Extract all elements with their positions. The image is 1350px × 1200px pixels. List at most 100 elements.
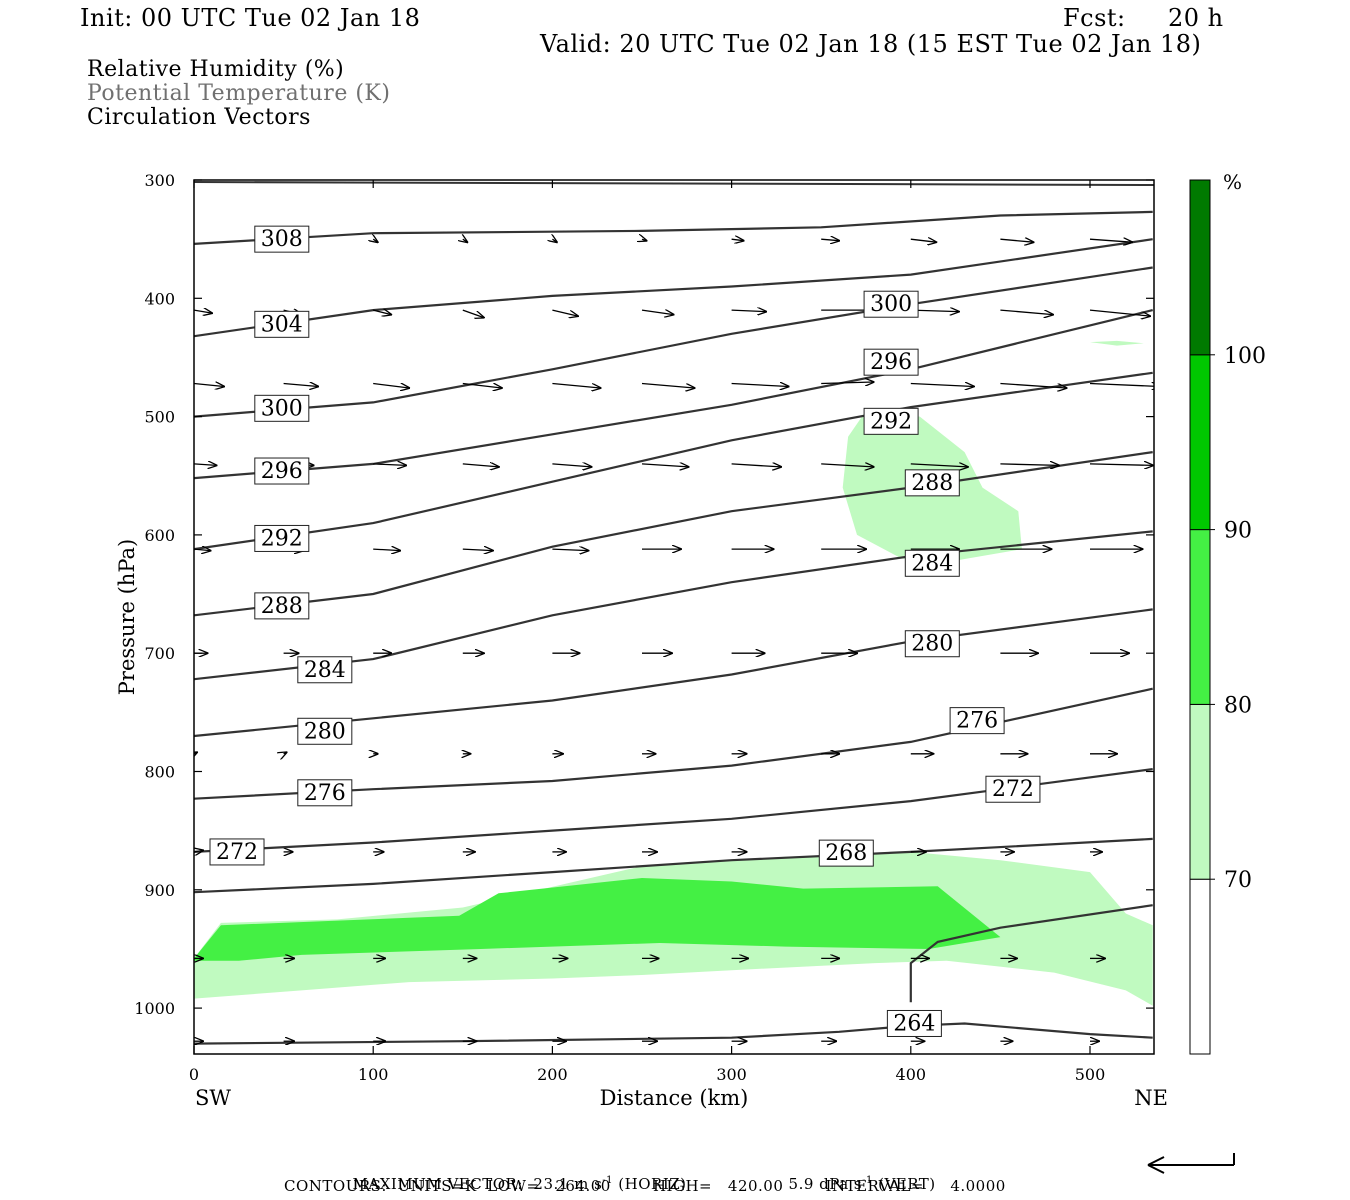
circulation-vector <box>731 464 782 467</box>
y-tick-label-500: 500 <box>144 408 175 427</box>
contour-label-box <box>254 394 310 422</box>
contour-label-300: 300 <box>261 396 303 421</box>
circulation-vector <box>462 464 499 467</box>
contour-label-box <box>818 839 874 867</box>
contour-label-292: 292 <box>870 409 912 434</box>
reference-vector-arrow <box>1147 1153 1235 1174</box>
contour-label-284: 284 <box>911 551 953 576</box>
legend-circulation-vectors: Circulation Vectors <box>87 105 311 130</box>
circulation-vector <box>1000 464 1059 466</box>
circulation-vector <box>642 239 647 241</box>
colorbar-segment <box>1189 878 1211 1055</box>
circulation-vector <box>283 384 319 387</box>
theta-contour-300-2 <box>194 266 1153 418</box>
colorbar-segment <box>1189 703 1211 880</box>
circulation-vector <box>284 752 287 754</box>
contour-label-box <box>297 717 353 745</box>
theta-contour-292-4 <box>194 371 1153 551</box>
y-axis-label: Pressure (hPa) <box>115 539 139 695</box>
contour-label-box <box>904 630 960 658</box>
circulation-vector <box>462 309 484 318</box>
max-vector-horiz: MAXIMUM VECTOR: 23.1 m s <box>352 1175 603 1193</box>
theta-contour-296-3 <box>194 309 1153 480</box>
contour-label-292: 292 <box>261 526 303 551</box>
contour-label-284: 284 <box>304 658 346 683</box>
contour-label-box <box>297 656 353 684</box>
contour-label-box <box>904 469 960 497</box>
max-vector-vert: 5.9 dPa s <box>788 1175 863 1193</box>
contour-label-box <box>254 592 310 620</box>
theta-contour-308-0 <box>194 210 1153 245</box>
max-vector-info: MAXIMUM VECTOR: 23.1 m s-1 (HORIZ) <box>342 1157 687 1193</box>
circulation-vector <box>1089 309 1150 316</box>
theta-contour-268-10 <box>194 837 1153 894</box>
theta-contour-264-11 <box>909 904 1153 1003</box>
colorbar-segment <box>1189 179 1211 356</box>
horiz-suffix: (HORIZ) <box>613 1175 687 1193</box>
rh-shading-70-80-3 <box>1090 340 1144 346</box>
contour-label-304: 304 <box>261 312 303 337</box>
contour-label-300: 300 <box>870 292 912 317</box>
contour-label-276: 276 <box>956 709 998 734</box>
circulation-vector <box>552 464 591 467</box>
contour-label-box <box>863 290 919 318</box>
contour-label-288: 288 <box>911 471 953 496</box>
circulation-vector <box>1000 239 1033 242</box>
circulation-vector <box>552 309 578 316</box>
init-time: Init: 00 UTC Tue 02 Jan 18 <box>80 4 421 32</box>
circulation-vector <box>194 310 212 313</box>
legend-relative-humidity: Relative Humidity (%) <box>87 57 345 82</box>
contour-label-box <box>949 707 1005 735</box>
circulation-vector <box>1089 239 1132 242</box>
circulation-vector <box>194 384 224 387</box>
y-tick-label-1000: 1000 <box>134 999 175 1018</box>
contour-label-box <box>254 310 310 338</box>
horiz-unit-exponent: -1 <box>602 1175 614 1186</box>
colorbar-label-70: 70 <box>1224 868 1252 893</box>
contour-label-box <box>254 225 310 253</box>
colorbar-label-100: 100 <box>1224 344 1266 369</box>
circulation-vector <box>194 549 211 551</box>
contour-label-268: 268 <box>825 841 867 866</box>
circulation-vector <box>194 464 217 466</box>
circulation-vector <box>373 549 400 551</box>
circulation-vector <box>731 310 767 312</box>
y-tick-label-700: 700 <box>144 644 175 663</box>
contour-label-296: 296 <box>870 350 912 375</box>
colorbar-segment <box>1189 354 1211 531</box>
colorbar-unit-label: % <box>1223 170 1242 194</box>
circulation-vector <box>910 384 974 387</box>
contour-label-280: 280 <box>304 719 346 744</box>
plot-frame <box>193 179 1155 1055</box>
contour-label-box <box>209 838 265 866</box>
contour-label-296: 296 <box>261 459 303 484</box>
contour-label-280: 280 <box>911 632 953 657</box>
circulation-vector <box>731 239 744 241</box>
contour-info: CONTOURS: UNITS=K LOW= 264.00 HIGH= 420.… <box>284 1177 1006 1195</box>
contour-label-box <box>254 457 310 485</box>
arrow-left-icon <box>1147 1153 1235 1174</box>
vert-unit-exponent: -1 <box>862 1175 873 1186</box>
circulation-vector <box>463 239 468 242</box>
forecast-hour: 20 h <box>1168 4 1224 32</box>
colorbar-label-80: 80 <box>1224 693 1252 718</box>
colorbar-label-90: 90 <box>1224 519 1252 544</box>
circulation-vector <box>1000 309 1053 315</box>
colorbar-segment <box>1189 529 1211 705</box>
vert-suffix: (VERT) <box>872 1175 936 1193</box>
contour-label-box <box>904 549 960 577</box>
contour-label-276: 276 <box>304 781 346 806</box>
circulation-vector <box>821 239 839 241</box>
forecast-label: Fcst: <box>1063 4 1126 32</box>
circulation-vector <box>373 464 406 466</box>
contour-label-box <box>297 779 353 807</box>
circulation-vector <box>910 310 959 312</box>
contour-label-272: 272 <box>992 777 1034 802</box>
contour-label-box <box>863 407 919 435</box>
circulation-vector <box>373 382 409 389</box>
theta-contour-304-1 <box>194 238 1153 338</box>
circulation-vector <box>194 850 203 852</box>
circulation-vector <box>373 310 391 315</box>
y-tick-label-600: 600 <box>144 526 175 545</box>
